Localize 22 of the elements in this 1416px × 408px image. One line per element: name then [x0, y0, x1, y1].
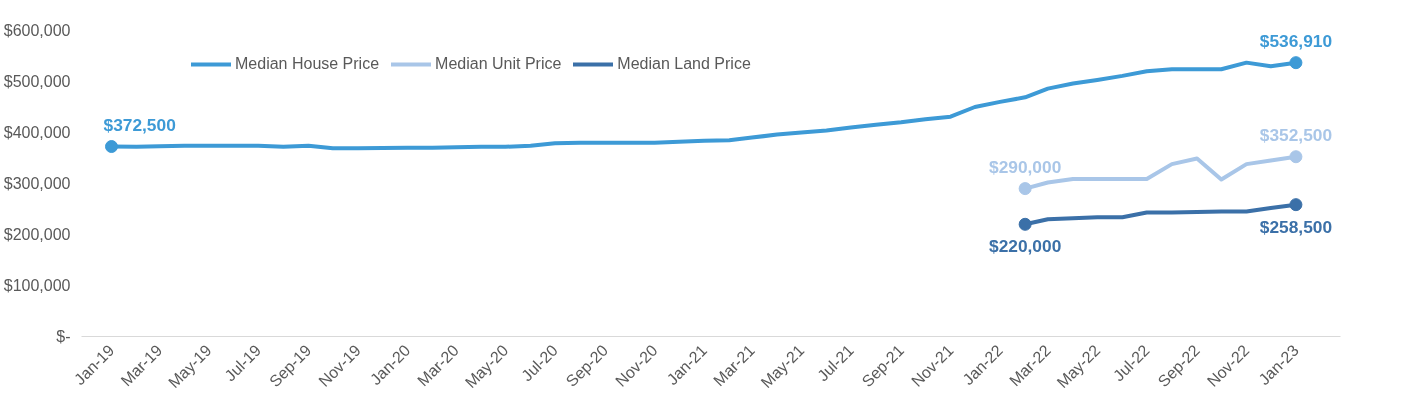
point: [1289, 150, 1303, 164]
legend-label: Median Unit Price: [435, 55, 562, 73]
point: [1018, 182, 1032, 196]
annotation: $536,910: [1259, 30, 1333, 51]
annotation: $258,500: [1259, 216, 1333, 237]
point: [105, 140, 118, 154]
annotation: $352,500: [1259, 124, 1333, 145]
annotation: $220,000: [989, 236, 1062, 257]
legend-label: Median Land Price: [617, 55, 751, 73]
point: [1018, 217, 1032, 231]
legend-label: Median House Price: [235, 55, 380, 73]
annotation: $372,500: [103, 114, 176, 135]
point: [1289, 56, 1303, 70]
y-tick-label: $200,000: [3, 226, 71, 243]
y-tick-label: $-: [56, 328, 71, 345]
y-tick-label: $500,000: [3, 73, 71, 90]
y-tick-label: $600,000: [3, 22, 71, 39]
annotation: $290,000: [989, 156, 1062, 177]
y-tick-label: $100,000: [3, 277, 71, 294]
point: [1289, 198, 1303, 212]
y-tick-label: $300,000: [3, 175, 71, 192]
y-tick-label: $400,000: [3, 124, 71, 141]
